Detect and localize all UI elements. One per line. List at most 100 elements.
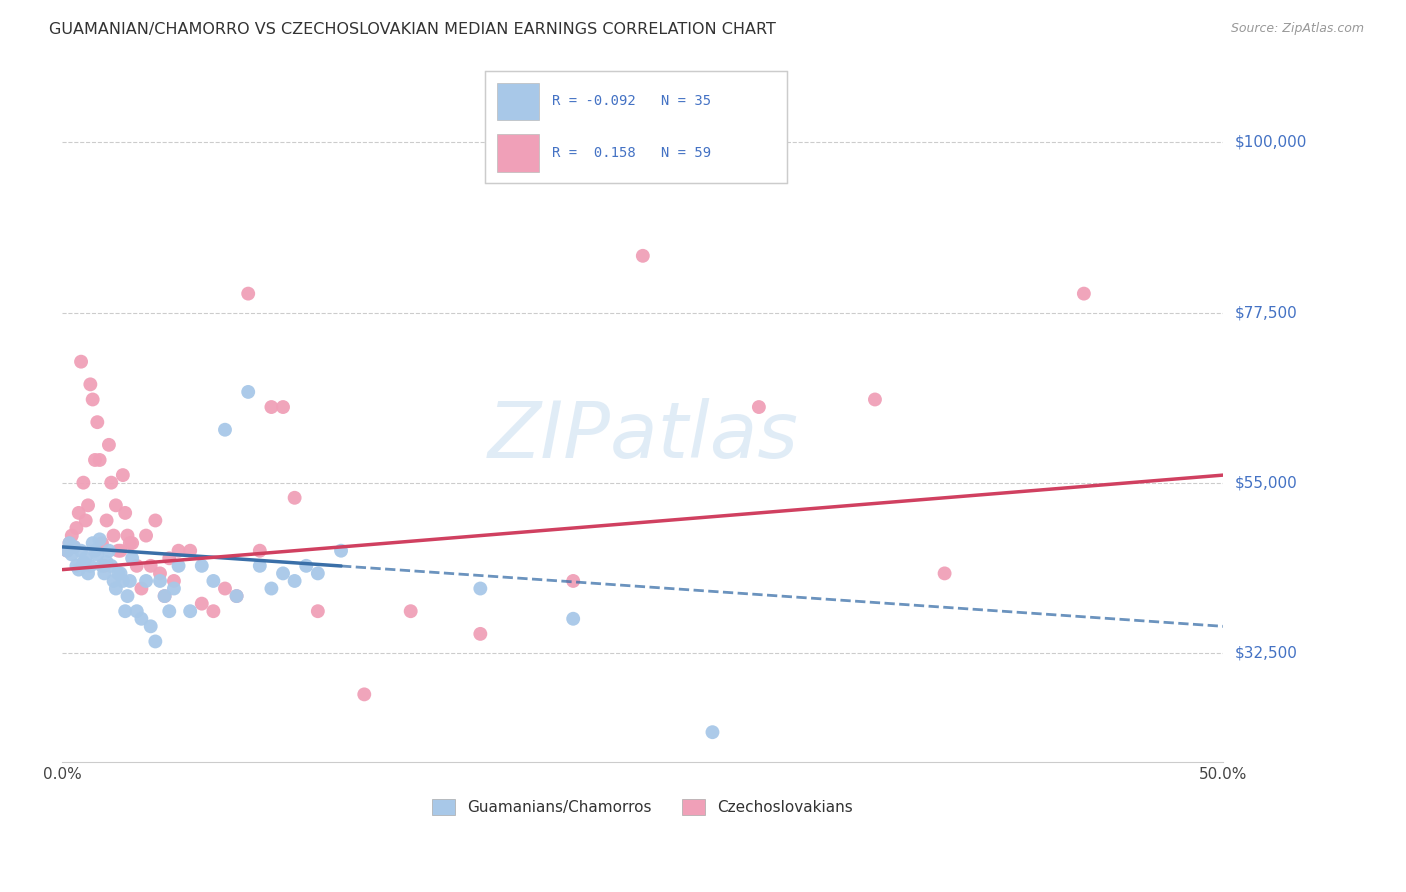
Point — [100, 475, 122, 490]
Point — [97, 438, 120, 452]
Point — [139, 619, 162, 633]
Point — [93, 566, 115, 581]
Point — [58, 536, 80, 550]
Point — [238, 384, 260, 399]
Point — [353, 687, 375, 701]
Point — [135, 574, 157, 588]
Point — [84, 453, 107, 467]
Point — [225, 589, 247, 603]
Point — [157, 604, 180, 618]
Point — [91, 536, 114, 550]
Point — [65, 558, 87, 573]
Point — [121, 551, 143, 566]
Point — [399, 604, 422, 618]
Point — [307, 566, 329, 581]
Point — [103, 528, 125, 542]
Point — [202, 574, 225, 588]
Point — [702, 725, 724, 739]
Point — [562, 574, 585, 588]
Point — [153, 589, 176, 603]
Point — [125, 604, 148, 618]
Point — [114, 604, 136, 618]
Point — [65, 521, 87, 535]
Point — [249, 558, 271, 573]
Point — [271, 566, 294, 581]
Point — [110, 543, 132, 558]
Text: ZIPatlas: ZIPatlas — [488, 398, 799, 474]
Point — [56, 543, 79, 558]
Point — [77, 566, 100, 581]
Point — [125, 558, 148, 573]
Point — [79, 558, 101, 573]
Point — [149, 574, 172, 588]
Point — [934, 566, 956, 581]
Point — [470, 627, 492, 641]
Point — [79, 377, 101, 392]
Text: $77,500: $77,500 — [1234, 305, 1296, 320]
Point — [77, 499, 100, 513]
Point — [107, 566, 129, 581]
Point — [104, 582, 127, 596]
Point — [60, 548, 83, 562]
Point — [179, 543, 201, 558]
Point — [110, 566, 132, 581]
Point — [75, 551, 97, 566]
Point — [104, 499, 127, 513]
Point — [214, 582, 236, 596]
Point — [75, 513, 97, 527]
Point — [111, 468, 134, 483]
Point — [84, 543, 107, 558]
Point — [249, 543, 271, 558]
Point — [284, 491, 307, 505]
Point — [1073, 286, 1095, 301]
Point — [179, 604, 201, 618]
Point — [67, 563, 90, 577]
Point — [131, 612, 153, 626]
Point — [143, 634, 166, 648]
Point — [89, 453, 111, 467]
Point — [89, 533, 111, 547]
Point — [284, 574, 307, 588]
Point — [72, 555, 94, 569]
Legend: Guamanians/Chamorros, Czechoslovakians: Guamanians/Chamorros, Czechoslovakians — [425, 791, 860, 822]
Point — [214, 423, 236, 437]
Point — [307, 604, 329, 618]
Point — [86, 415, 108, 429]
Text: Source: ZipAtlas.com: Source: ZipAtlas.com — [1230, 22, 1364, 36]
Text: $32,500: $32,500 — [1234, 645, 1298, 660]
Text: R = -0.092   N = 35: R = -0.092 N = 35 — [551, 95, 710, 109]
Point — [117, 589, 139, 603]
Point — [72, 475, 94, 490]
Point — [863, 392, 886, 407]
Point — [167, 558, 190, 573]
FancyBboxPatch shape — [498, 134, 540, 171]
Point — [157, 551, 180, 566]
Point — [153, 589, 176, 603]
Point — [118, 574, 141, 588]
FancyBboxPatch shape — [498, 83, 540, 120]
Text: GUAMANIAN/CHAMORRO VS CZECHOSLOVAKIAN MEDIAN EARNINGS CORRELATION CHART: GUAMANIAN/CHAMORRO VS CZECHOSLOVAKIAN ME… — [49, 22, 776, 37]
Point — [91, 558, 114, 573]
Point — [260, 582, 283, 596]
Point — [117, 528, 139, 542]
Point — [260, 400, 283, 414]
Point — [60, 528, 83, 542]
Point — [67, 506, 90, 520]
Point — [135, 528, 157, 542]
Point — [131, 582, 153, 596]
Point — [562, 612, 585, 626]
Point — [56, 543, 79, 558]
Point — [163, 574, 186, 588]
Point — [82, 392, 104, 407]
Point — [163, 582, 186, 596]
Point — [191, 558, 214, 573]
Point — [93, 558, 115, 573]
Point — [111, 574, 134, 588]
Point — [748, 400, 770, 414]
Point — [225, 589, 247, 603]
Point — [271, 400, 294, 414]
Point — [167, 543, 190, 558]
Point — [97, 543, 120, 558]
Point — [58, 536, 80, 550]
Point — [103, 574, 125, 588]
